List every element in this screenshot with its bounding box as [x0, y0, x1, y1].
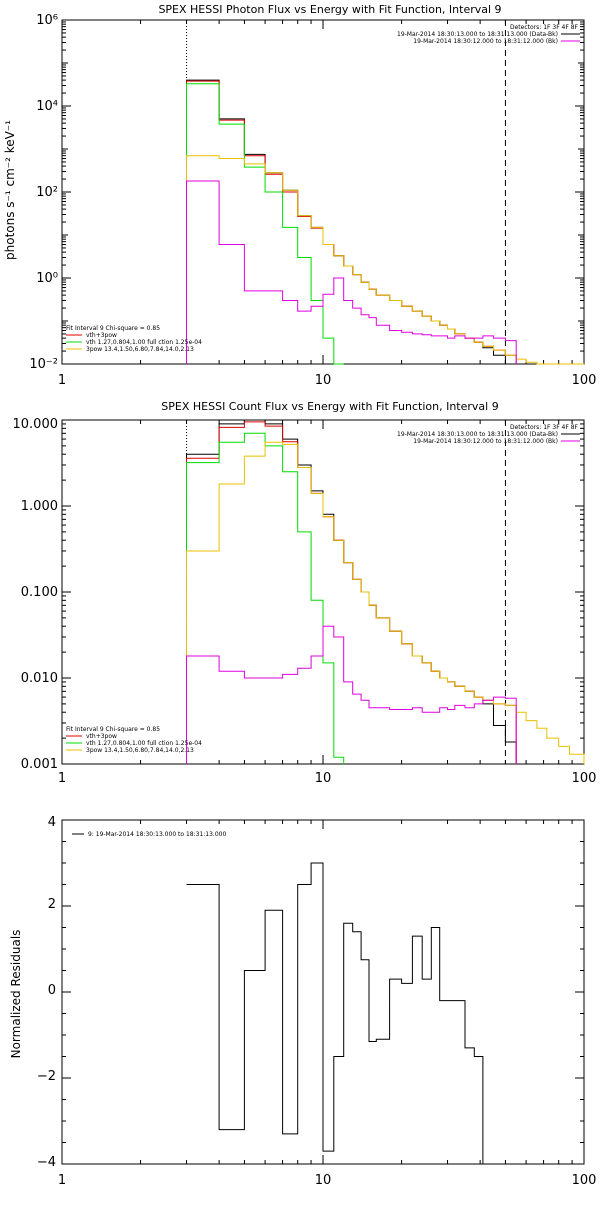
photon-flux-y-tick-label: 10⁴ [36, 99, 58, 114]
count-flux-fit-legend-header: Fit Interval 9 Chi-square = 0.85 [66, 726, 160, 733]
photon-flux-y-tick-label: 10⁻² [29, 357, 58, 372]
photon-flux-series [186, 79, 584, 365]
photon-flux-panel: SPEX HESSI Photon Flux vs Energy with Fi… [3, 3, 596, 388]
photon-flux-legend-entry-data: 19-Mar-2014 18:30:13.000 to 18:31:13.000… [397, 31, 558, 38]
residuals-y-tick-label: 0 [48, 983, 56, 998]
count-flux-series-3 [186, 441, 585, 764]
count-flux-range-lines [186, 420, 506, 764]
photon-flux-y-axis-label: photons s⁻¹ cm⁻² keV⁻¹ [3, 120, 17, 260]
photon-flux-series-0 [186, 79, 517, 365]
photon-flux-legend-entry-bk: 19-Mar-2014 18:30:12.000 to 18:31:12.000… [413, 38, 558, 45]
count-flux-series-0 [186, 419, 517, 764]
residuals-series-0 [186, 862, 484, 1164]
count-flux-y-tick-label: 0.100 [21, 585, 58, 600]
photon-flux-y-tick-label: 10² [36, 185, 58, 200]
residuals-y-tick-label: 4 [48, 815, 56, 830]
count-flux-y-tick-label: 10.000 [13, 417, 59, 432]
count-flux-fit-entry-total: vth+3pow [86, 733, 117, 740]
photon-flux-fit-entry-thermal: vth 1.27,0.804,1.00 full ction 1.25e-04 [86, 339, 202, 346]
residuals-x-tick-label: 1 [58, 1173, 66, 1188]
residuals-y-tick-label: 2 [48, 897, 56, 912]
count-flux-legend-entry-bk: 19-Mar-2014 18:30:12.000 to 18:31:12.000… [413, 438, 558, 445]
count-flux-legend-header: Detectors: 1F 3F 4F 8F [510, 424, 579, 431]
photon-flux-y-tick-label: 10⁰ [36, 271, 58, 286]
photon-flux-ticks [61, 19, 585, 365]
photon-flux-fit-entry-total: vth+3pow [86, 332, 117, 339]
photon-flux-x-tick-label: 1 [58, 373, 66, 388]
photon-flux-x-tick-label: 10 [315, 373, 332, 388]
photon-flux-series-4 [186, 180, 517, 364]
count-flux-legend-entry-data: 19-Mar-2014 18:30:13.000 to 18:31:13.000… [397, 431, 558, 438]
photon-flux-series-3 [186, 155, 584, 365]
residuals-series [186, 862, 484, 1164]
photon-flux-y-tick-label: 10⁶ [36, 13, 58, 28]
residuals-panel: 1 10 100 −4 −2 0 2 4 Normalized Residual… [9, 815, 596, 1188]
count-flux-series-2 [186, 432, 345, 764]
count-flux-y-tick-label: 0.001 [21, 757, 58, 772]
count-flux-series-1 [186, 421, 517, 764]
residuals-y-tick-label: −2 [37, 1069, 56, 1084]
count-flux-y-tick-label: 1.000 [21, 499, 58, 514]
count-flux-x-tick-label: 10 [315, 771, 332, 786]
residuals-y-axis-label: Normalized Residuals [9, 930, 23, 1059]
residuals-x-tick-label: 10 [315, 1173, 332, 1188]
count-flux-series [186, 419, 585, 764]
residuals-x-tick-label: 100 [572, 1173, 597, 1188]
count-flux-y-tick-label: 0.010 [21, 671, 58, 686]
photon-flux-legend-header: Detectors: 1F 3F 4F 8F [510, 24, 579, 31]
photon-flux-series-1 [186, 80, 517, 364]
photon-flux-fit-entry-powerlaw: 3pow 13.4,1.50,6.80,7.84,14.0,2.13 [86, 346, 194, 353]
photon-flux-range-lines [186, 20, 506, 364]
count-flux-x-tick-label: 100 [572, 771, 597, 786]
count-flux-series-4 [186, 625, 517, 764]
photon-flux-title: SPEX HESSI Photon Flux vs Energy with Fi… [158, 3, 501, 16]
photon-flux-series-2 [186, 83, 344, 365]
count-flux-x-tick-label: 1 [58, 771, 66, 786]
count-flux-fit-entry-powerlaw: 3pow 13.4,1.50,6.80,7.84,14.0,2.13 [86, 747, 194, 754]
count-flux-panel: SPEX HESSI Count Flux vs Energy with Fit… [13, 400, 597, 786]
residuals-legend-entry: 9: 19-Mar-2014 18:30:13.000 to 18:31:13.… [88, 831, 226, 838]
photon-flux-fit-legend-header: Fit Interval 9 Chi-square = 0.85 [66, 325, 160, 332]
residuals-ticks [61, 819, 585, 1165]
count-flux-title: SPEX HESSI Count Flux vs Energy with Fit… [161, 400, 498, 413]
count-flux-fit-entry-thermal: vth 1.27,0.804,1.00 full ction 1.25e-04 [86, 740, 202, 747]
photon-flux-x-tick-label: 100 [572, 373, 597, 388]
residuals-y-tick-label: −4 [37, 1155, 56, 1170]
